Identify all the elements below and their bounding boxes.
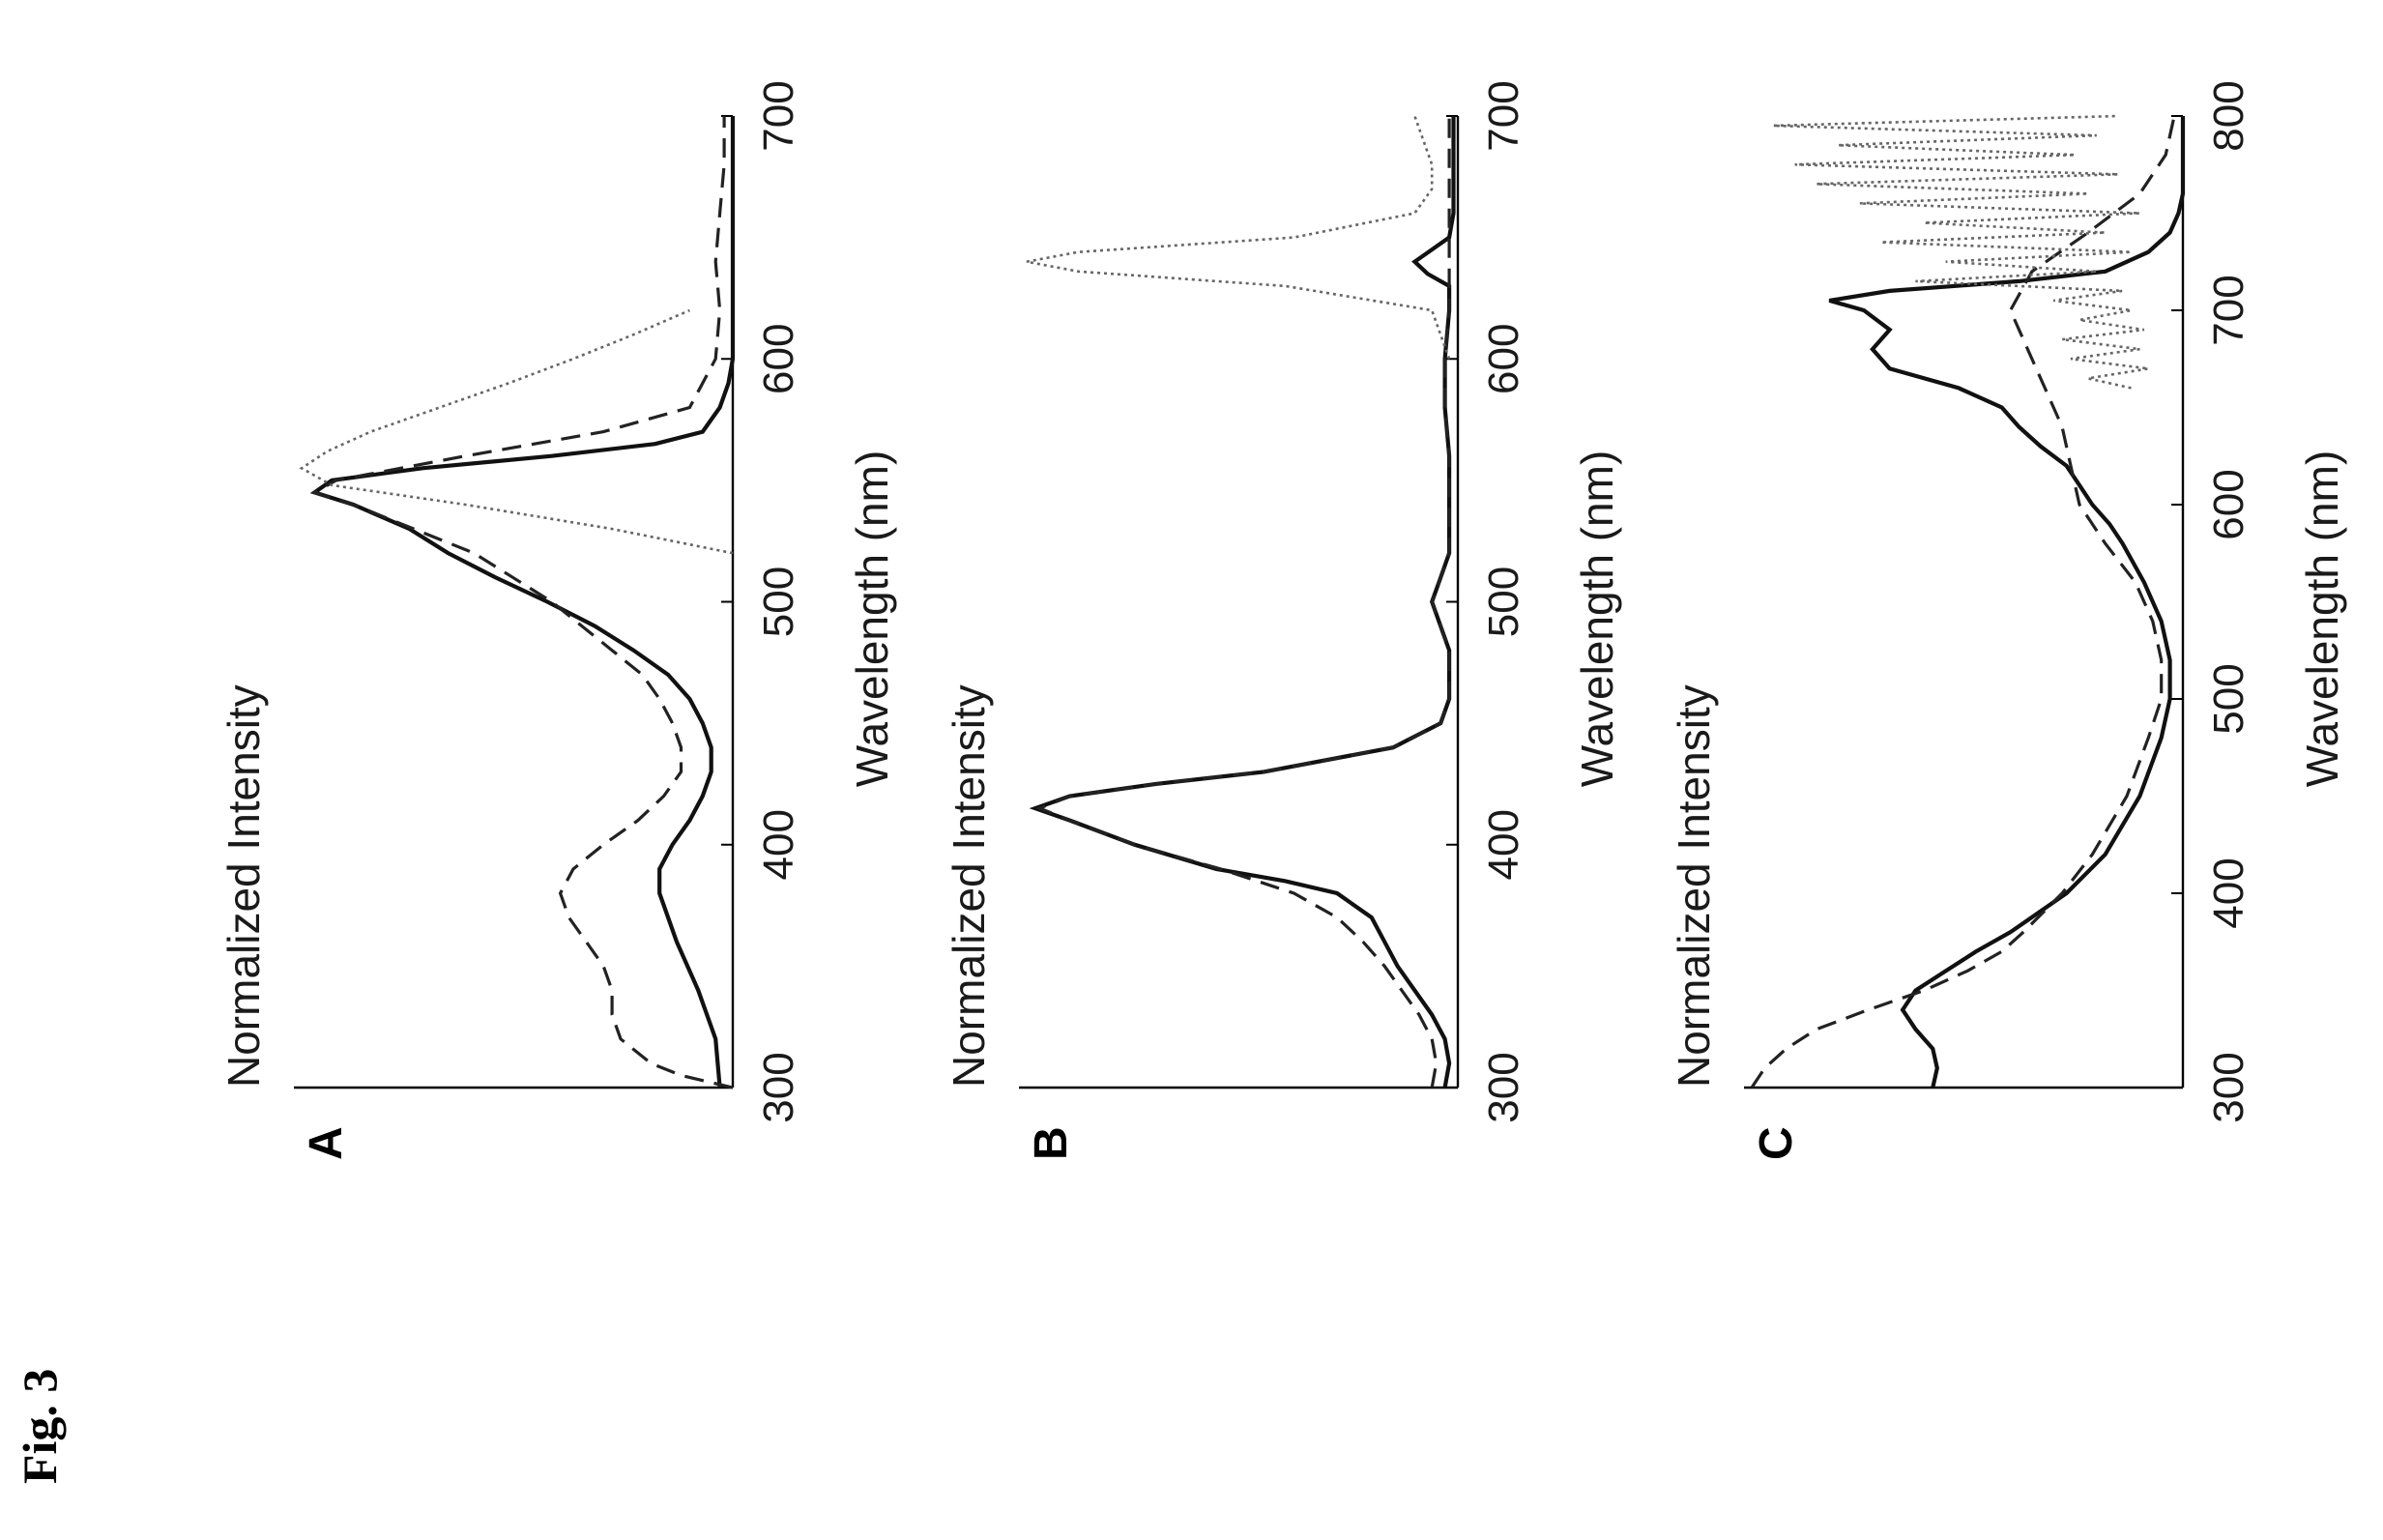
x-axis-title-c: Wavelength (nm) (2297, 450, 2347, 788)
series-line-c-dotted (1773, 114, 2149, 390)
series-line-a-solid (309, 116, 736, 1089)
x-tick-label-c: 700 (2205, 275, 2252, 345)
panel-letter-b: B (1026, 1126, 1077, 1160)
x-tick-label-b: 600 (1480, 324, 1527, 394)
x-tick-label-b: 300 (1480, 1052, 1527, 1122)
x-tick-label-b: 400 (1480, 809, 1527, 880)
x-tick-label-a: 300 (755, 1052, 802, 1122)
x-tick-label-a: 700 (755, 80, 802, 151)
x-tick-label-c: 600 (2205, 469, 2252, 539)
chart-panel-c: C Normalized Intensity Wavelength (nm) 3… (1669, 80, 2347, 1160)
y-axis-title-c: Normalized Intensity (1669, 684, 1719, 1088)
y-axis-title-a: Normalized Intensity (218, 684, 269, 1088)
series-line-b-dotted (1026, 115, 1451, 360)
chart-panel-a: A Normalized Intensity Wavelength (nm) 3… (218, 80, 897, 1160)
x-tick-label-b: 500 (1480, 567, 1527, 637)
x-tick-label-b: 700 (1480, 80, 1527, 151)
x-tick-label-a: 600 (755, 324, 802, 394)
panel-letter-c: C (1751, 1126, 1802, 1160)
x-tick-label-c: 800 (2205, 80, 2252, 151)
panel-letter-a: A (301, 1126, 352, 1160)
x-tick-label-a: 500 (755, 567, 802, 637)
figure-label: Fig. 3 (13, 1369, 67, 1484)
x-tick-label-c: 500 (2205, 663, 2252, 734)
chart-panel-b: B Normalized Intensity Wavelength (nm) 3… (944, 80, 1622, 1160)
x-tick-label-a: 400 (755, 809, 802, 880)
x-axis-title-a: Wavelength (nm) (847, 450, 897, 788)
x-axis-title-b: Wavelength (nm) (1572, 450, 1622, 788)
series-line-c-solid (1828, 116, 2186, 1089)
series-line-b-solid (1029, 116, 1456, 1089)
series-line-a-dotted (299, 308, 734, 555)
x-tick-label-c: 300 (2205, 1052, 2252, 1122)
series-line-b-dashed (1035, 116, 1451, 1089)
series-line-a-dashed (310, 116, 734, 1090)
x-tick-label-c: 400 (2205, 857, 2252, 928)
y-axis-title-b: Normalized Intensity (944, 684, 994, 1088)
series-line-c-dashed (1750, 115, 2176, 1089)
